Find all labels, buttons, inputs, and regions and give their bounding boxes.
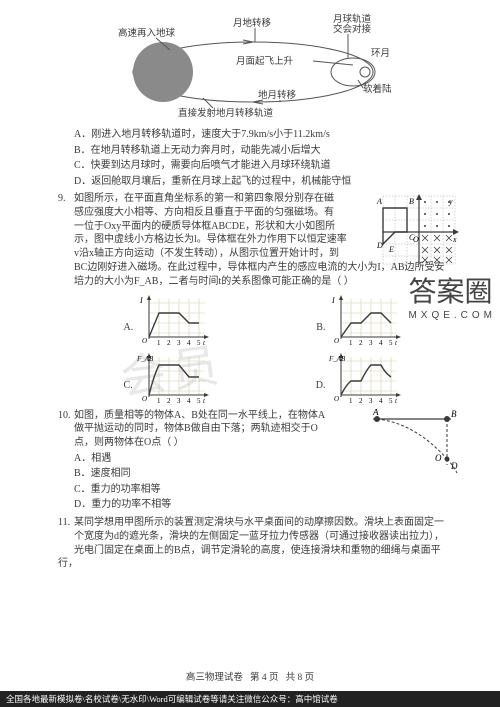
chart-c: F_AB O 12 345 t xyxy=(137,353,209,405)
svg-text:t: t xyxy=(395,339,398,347)
svg-text:O: O xyxy=(334,337,339,345)
q8-choice-a: A．刚进入地月转移轨道时，速度大于7.9km/s小于11.2km/s xyxy=(74,128,455,142)
svg-text:F_AB: F_AB xyxy=(137,355,154,363)
svg-text:4: 4 xyxy=(379,397,383,405)
label-direct: 直接发射地月转移轨道 xyxy=(178,107,274,119)
question-10: A B O D 10.如图，质量相等的物体A、B处在同一水平线上，在物体A 做平… xyxy=(58,409,455,450)
svg-text:2: 2 xyxy=(359,339,363,347)
question-11: 11.某同学想用甲图所示的装置测定滑块与水平桌面间的动摩擦因数。滑块上表面固定一… xyxy=(58,516,455,571)
svg-text:D: D xyxy=(450,461,458,471)
chart-d: F_AB O 12 345 t xyxy=(329,353,401,405)
svg-text:4: 4 xyxy=(379,339,383,347)
page-footer: 高三物理试卷 第 4 页 共 8 页 xyxy=(0,669,500,683)
svg-text:5: 5 xyxy=(197,397,201,405)
banner-left: 全国各地最新模拟卷\名校试卷\无水印\Word可编辑试卷等请关注微信公众号：高中… xyxy=(6,693,338,705)
svg-text:I: I xyxy=(139,296,143,305)
svg-text:4: 4 xyxy=(187,397,191,405)
label-meet2: 交会对接 xyxy=(333,23,372,35)
chart-b-label: B. xyxy=(316,322,325,333)
label-around: 环月 xyxy=(371,48,390,59)
svg-text:O: O xyxy=(334,395,339,403)
svg-text:3: 3 xyxy=(369,397,373,405)
svg-text:D: D xyxy=(376,241,383,250)
svg-text:A: A xyxy=(372,409,379,417)
svg-text:O: O xyxy=(413,235,419,244)
chart-b: I O 12 345 t xyxy=(329,295,401,347)
svg-text:3: 3 xyxy=(177,397,181,405)
brand: 答案圈 MXQE.COM xyxy=(408,270,496,321)
svg-text:t: t xyxy=(203,339,206,347)
svg-text:3: 3 xyxy=(177,339,181,347)
label-transfer-down: 地月转移 xyxy=(258,89,297,101)
svg-text:I: I xyxy=(331,296,335,305)
q9-figure: B y A D C O x E xyxy=(373,192,459,273)
svg-text:t: t xyxy=(203,397,206,405)
svg-text:1: 1 xyxy=(349,339,353,347)
svg-text:y: y xyxy=(448,197,453,206)
q8-choice-b: B．在地月转移轨道上无动力奔月时，动能先减小后增大 xyxy=(74,144,455,158)
svg-text:A: A xyxy=(376,197,382,206)
svg-text:1: 1 xyxy=(157,397,161,405)
svg-text:3: 3 xyxy=(369,339,373,347)
q10-choice-d: D．重力的功率不相等 xyxy=(74,498,455,512)
label-liftoff: 月面起飞上升 xyxy=(236,56,294,67)
chart-a-label: A. xyxy=(124,322,134,333)
q8-choice-c: C．快要到达月球时，需要向后喷气才能进入月球环绕轨道 xyxy=(74,159,455,173)
svg-text:x: x xyxy=(452,235,457,244)
svg-text:2: 2 xyxy=(359,397,363,405)
label-transfer-up: 月地转移 xyxy=(233,17,272,29)
charts-row-1: A. I O 12 345 t B. xyxy=(70,295,455,347)
chart-c-label: C. xyxy=(124,380,133,391)
svg-text:1: 1 xyxy=(157,339,161,347)
svg-text:O: O xyxy=(142,395,147,403)
svg-text:2: 2 xyxy=(167,339,171,347)
svg-text:O: O xyxy=(142,337,147,345)
svg-text:1: 1 xyxy=(349,397,353,405)
label-meet1: 月球轨道 xyxy=(333,13,372,25)
label-landing: 软着陆 xyxy=(363,83,392,95)
svg-text:5: 5 xyxy=(389,339,393,347)
orbit-diagram: 高速再入地球 月地转移 月球轨道 交会对接 环月 月面起飞上升 软着陆 地月转移… xyxy=(50,10,455,120)
question-9: B y A D C O x E 9.如图所示，在平面直角坐标系的第一和第四象限分… xyxy=(58,192,455,289)
q8-choice-d: D．返回舱取月壤后，重新在月球上起飞的过程中，机械能守恒 xyxy=(74,175,455,189)
svg-text:B: B xyxy=(409,197,414,206)
chart-d-label: D. xyxy=(316,380,326,391)
svg-text:2: 2 xyxy=(167,397,171,405)
label-reentry: 高速再入地球 xyxy=(118,27,176,39)
q10-choice-c: C．重力的功率相等 xyxy=(74,483,455,497)
q10-figure: A B O D xyxy=(365,409,461,480)
bottom-banner: 全国各地最新模拟卷\名校试卷\无水印\Word可编辑试卷等请关注微信公众号：高中… xyxy=(0,691,500,707)
svg-text:O: O xyxy=(435,453,442,463)
svg-text:B: B xyxy=(451,409,457,419)
svg-text:t: t xyxy=(395,397,398,405)
svg-text:5: 5 xyxy=(389,397,393,405)
svg-text:5: 5 xyxy=(197,339,201,347)
chart-a: I O 12 345 t xyxy=(137,295,209,347)
svg-text:E: E xyxy=(388,245,394,254)
svg-text:F_AB: F_AB xyxy=(329,355,346,363)
svg-text:4: 4 xyxy=(187,339,191,347)
charts-row-2: C. F_AB O 12 345 t D. xyxy=(70,353,455,405)
